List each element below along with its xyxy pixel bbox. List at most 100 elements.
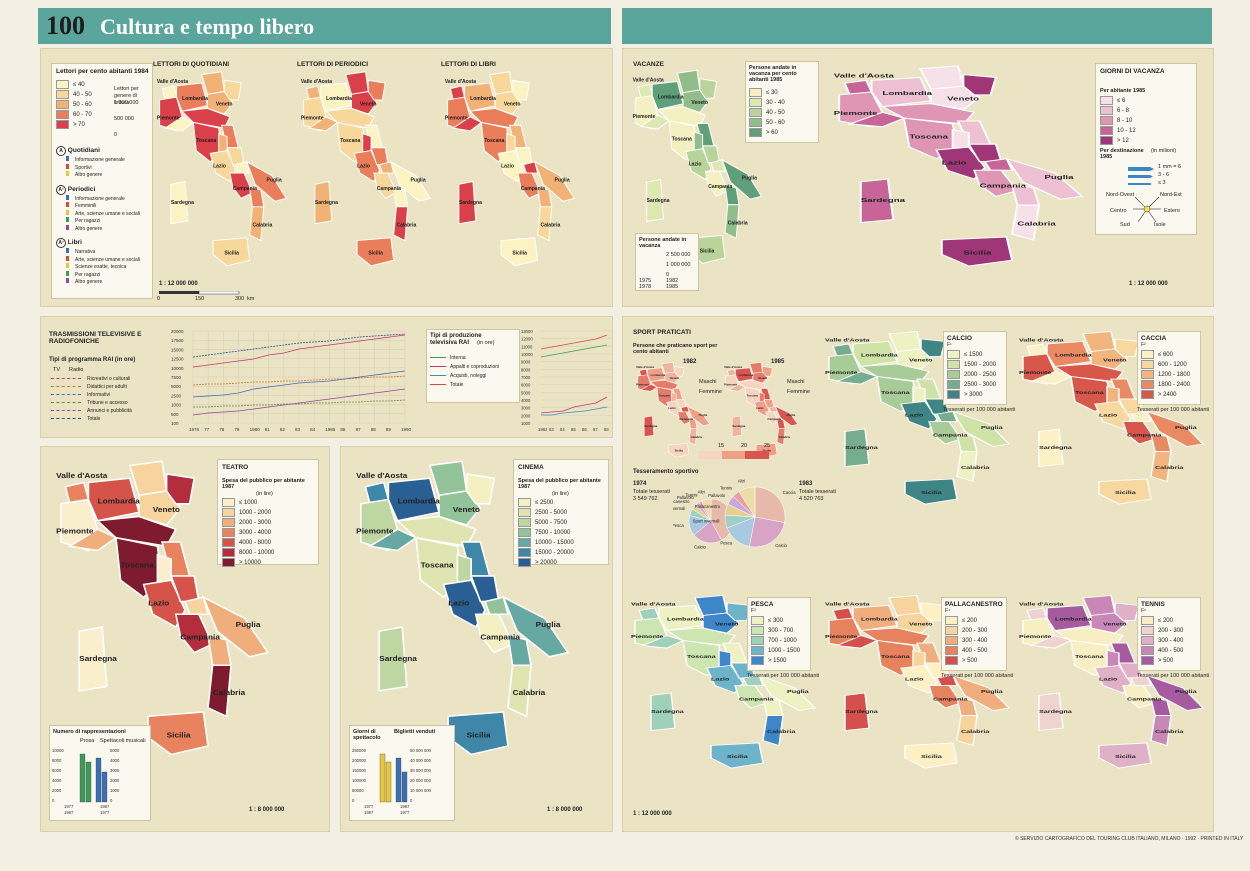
region-label-piemonte: Piemonte xyxy=(631,635,664,639)
cin-bar-2 xyxy=(395,757,402,803)
region-friuli xyxy=(165,473,196,505)
reading-legend-groups: A Quotidiani Informazione generale Sportiv… xyxy=(56,146,151,292)
cinema-legend-title: Spesa del pubblico per abitante 1987 xyxy=(518,478,601,491)
pie74-slice-label: Pallavolo xyxy=(677,495,695,500)
tess-pie-chart: Caccia Calcio Pesca Sport invernali Pallacan… xyxy=(673,478,796,550)
region-sardegna xyxy=(859,178,895,224)
teatro-class-label-1: 1000 - 2000 xyxy=(239,510,272,517)
prod-item-swatch xyxy=(430,357,446,359)
tv-series-item: Annunci e pubblicità xyxy=(51,407,132,415)
region-label-campania: Campania xyxy=(679,417,693,421)
region-label-calabria: Calabria xyxy=(961,466,990,470)
cin-y-left: 200000 xyxy=(352,758,367,763)
region-label-puglia: Puglia xyxy=(555,178,570,184)
region-puglia xyxy=(1145,410,1205,447)
teatro-class-3: 3000 - 4000 xyxy=(222,528,274,538)
prod-x-tick: 85 xyxy=(571,427,576,432)
readers-scale-1: 1 000 000 xyxy=(114,100,139,106)
region-label-lazio: Lazio xyxy=(756,406,764,410)
tv-y-tick: 15000 xyxy=(171,347,184,352)
region-label-veneto: Veneto xyxy=(758,376,768,380)
region-label-lombardia: Lombardia xyxy=(398,497,441,506)
cin-y-left: 0 xyxy=(352,798,355,803)
vacanze-class-label-1: 30 - 40 xyxy=(766,100,785,107)
cinema-class-6: > 20000 xyxy=(518,558,574,568)
region-campania xyxy=(474,613,514,654)
region-campania xyxy=(174,613,214,654)
region-label-valle: Valle d'Aosta xyxy=(1019,339,1064,343)
region-veneto xyxy=(896,348,934,370)
caccia-letter: F² xyxy=(1141,342,1146,348)
reading-group-item: Femminili xyxy=(56,202,151,210)
region-label-veneto: Veneto xyxy=(153,506,180,515)
teatro-swatch-0 xyxy=(222,498,235,507)
region-calabria xyxy=(1010,204,1041,241)
region-label-toscana: Toscana xyxy=(687,655,716,659)
region-label-piemonte: Piemonte xyxy=(56,527,94,536)
tv-series-swatch xyxy=(51,378,81,380)
region-label-veneto: Veneto xyxy=(691,100,708,106)
tennis-class-label: 300 - 400 xyxy=(1158,638,1184,645)
region-sicilia xyxy=(1098,478,1152,505)
tv-y-tick: 2500 xyxy=(171,393,182,398)
region-label-sardegna: Sardegna xyxy=(845,710,879,714)
calcio-class: ≤ 1500 xyxy=(947,350,996,360)
region-label-valle: Valle d'Aosta xyxy=(631,603,676,607)
region-sicilia xyxy=(904,478,958,505)
region-label-piemonte: Piemonte xyxy=(1019,635,1052,639)
region-label-valle: Valle d'Aosta xyxy=(834,73,895,79)
region-lombardia xyxy=(1046,341,1092,368)
prod-unit: (in ore) xyxy=(477,340,495,346)
region-label-calabria: Calabria xyxy=(540,223,560,229)
map-libri: Valle d'Aosta Piemonte Lombardia Veneto Tosc… xyxy=(445,71,575,267)
dir-isole: Isole xyxy=(1154,222,1166,228)
teatro-legend-classes: ≤ 1000 1000 - 2000 2000 - 3000 3000 - 4000 4… xyxy=(222,498,274,568)
readers-scale-2: 500 000 xyxy=(114,116,134,122)
region-label-sardegna: Sardegna xyxy=(1039,446,1073,450)
region-label-sicilia: Sicilia xyxy=(467,731,492,740)
region-label-campania: Campania xyxy=(180,633,220,642)
vacanze-legend-classes: ≤ 30 30 - 40 40 - 50 50 - 60 > 60 xyxy=(749,88,785,138)
reading-group-item-label: Femminili xyxy=(75,203,97,209)
teatro-class-0: ≤ 1000 xyxy=(222,498,274,508)
region-emilia xyxy=(1053,363,1124,382)
region-trentino xyxy=(918,65,965,90)
tennis-swatch xyxy=(1141,616,1154,625)
region-label-lombardia: Lombardia xyxy=(326,96,352,102)
cinema-class-label-0: ≤ 2500 xyxy=(535,500,554,507)
sport-scale-25: 25 xyxy=(764,443,771,449)
region-label-lazio: Lazio xyxy=(689,162,702,168)
region-calabria xyxy=(507,664,532,718)
calcio-title: CALCIO xyxy=(947,335,972,342)
sport-scale-20: 20 xyxy=(741,443,748,449)
prod-series-line-0 xyxy=(540,344,608,358)
reading-group-letter: A xyxy=(56,146,66,156)
rep-y-left: 4000 xyxy=(52,778,62,783)
reading-group-item: Per ragazzi xyxy=(56,217,151,225)
region-emilia xyxy=(325,107,375,129)
cin-y-left: 100000 xyxy=(352,778,367,783)
rep-bar-2 xyxy=(95,757,102,803)
reading-scale-bar xyxy=(159,291,240,295)
reading-legend-classes: ≤ 40 40 - 50 50 - 60 60 - 70 > 70 xyxy=(56,80,92,130)
inset-year-3: 1985 xyxy=(666,284,679,290)
tv-y-tick: 12500 xyxy=(171,357,184,362)
region-label-valle: Valle d'Aosta xyxy=(157,79,188,85)
giorni-title: GIORNI DI VACANZA xyxy=(1100,68,1165,75)
region-sardegna xyxy=(1038,692,1064,732)
region-veneto xyxy=(1090,612,1128,634)
region-molise xyxy=(936,410,958,422)
region-calabria xyxy=(956,451,978,483)
tv-title: TRASMISSIONI TELEVISIVE E RADIOFONICHE xyxy=(49,331,142,346)
cin-y-left: 50000 xyxy=(352,788,364,793)
dir-nord-est: Nord-Est xyxy=(1160,192,1182,198)
reading-scale-tick-1: 150 xyxy=(195,296,205,302)
region-label-lazio: Lazio xyxy=(1099,678,1118,682)
region-label-calabria: Calabria xyxy=(691,435,703,439)
pie83-slice-label: Sport invernali xyxy=(693,519,720,524)
region-label-toscana: Toscana xyxy=(672,136,692,142)
region-veneto xyxy=(682,89,709,113)
pie83-slice-label: Tennis xyxy=(720,485,732,490)
teatro-class-label-4: 4000 - 8000 xyxy=(239,540,272,547)
pie74-slice-label: Calcio xyxy=(694,545,706,550)
